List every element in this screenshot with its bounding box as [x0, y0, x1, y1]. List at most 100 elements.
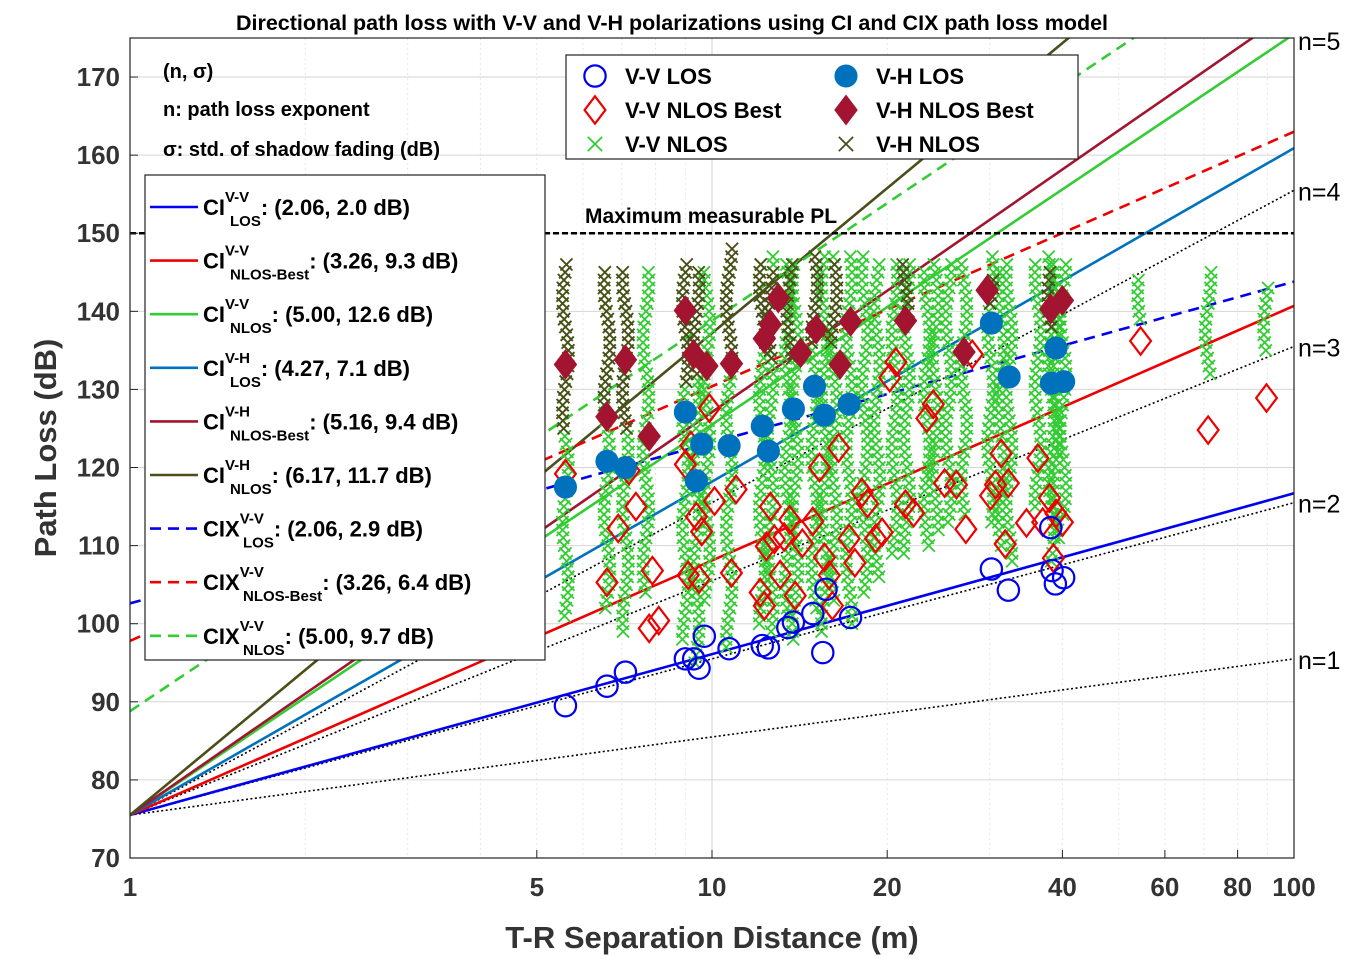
data-point — [1128, 325, 1153, 357]
data-point — [811, 640, 835, 665]
x-stroke — [620, 538, 634, 553]
data-point — [1131, 273, 1146, 287]
x-stroke — [983, 351, 998, 365]
data-point — [814, 577, 838, 602]
x-stroke — [1058, 351, 1072, 365]
x-stroke — [826, 249, 840, 264]
y-tick-label: 130 — [77, 374, 120, 404]
data-point — [691, 265, 706, 279]
x-stroke — [1004, 538, 1018, 553]
x-stroke — [844, 593, 858, 607]
data-point — [1039, 515, 1063, 540]
data-point — [927, 257, 941, 272]
data-point — [1059, 257, 1073, 272]
x-stroke — [789, 538, 803, 553]
data-point — [785, 257, 799, 272]
x-stroke — [869, 328, 884, 342]
x-stroke — [790, 546, 805, 561]
x-stroke — [699, 398, 713, 412]
legend-entry-label: CIV-H LOS: (4.27, 7.1 dB) — [203, 350, 410, 391]
x-stroke — [620, 429, 635, 443]
data-point — [1051, 565, 1076, 590]
data-point — [1041, 249, 1056, 264]
data-point — [702, 485, 727, 517]
x-stroke — [957, 390, 971, 404]
data-point — [717, 434, 741, 458]
data-point — [893, 305, 918, 337]
data-point — [954, 513, 978, 545]
x-stroke — [1131, 273, 1146, 287]
legend-marker-label: V-V NLOS Best — [625, 98, 782, 123]
x-stroke — [701, 296, 715, 311]
x-stroke — [617, 296, 632, 311]
x-stroke — [828, 265, 843, 279]
x-stroke — [1059, 257, 1073, 272]
x-stroke — [1000, 257, 1014, 272]
data-point — [1043, 572, 1068, 596]
data-point — [915, 402, 939, 434]
x-stroke — [619, 421, 634, 436]
x-stroke — [766, 265, 780, 279]
data-point — [954, 257, 969, 272]
x-stroke — [942, 343, 956, 358]
model-line — [130, 130, 1294, 643]
x-stroke — [857, 406, 871, 420]
max-measurable-label: Maximum measurable PL — [585, 205, 837, 228]
x-stroke — [1028, 257, 1042, 272]
x-stroke — [1204, 265, 1218, 279]
x-stroke — [958, 281, 972, 295]
data-point — [801, 601, 825, 626]
data-point — [616, 265, 630, 279]
data-point — [766, 265, 780, 279]
data-point — [944, 257, 959, 272]
x-stroke — [922, 538, 936, 553]
data-point — [989, 438, 1013, 469]
data-point — [697, 265, 711, 279]
x-stroke — [638, 359, 653, 373]
x-stroke — [944, 257, 959, 272]
legend-marker-label: V-V LOS — [625, 64, 712, 89]
data-point — [802, 374, 827, 398]
data-point — [850, 477, 874, 508]
x-stroke — [559, 257, 574, 272]
x-stroke — [619, 531, 633, 545]
data-point — [863, 523, 888, 555]
x-stroke — [724, 453, 739, 467]
data-point — [837, 392, 861, 416]
data-point — [985, 249, 1000, 264]
data-point — [595, 401, 619, 433]
legend-marker-sample — [583, 94, 607, 126]
data-point — [695, 350, 719, 382]
legend-marker-sample — [583, 64, 607, 88]
x-stroke — [587, 136, 603, 152]
x-stroke — [560, 445, 574, 459]
x-stroke — [1050, 515, 1064, 529]
data-point — [1044, 336, 1068, 360]
x-stroke — [958, 398, 973, 412]
x-stroke — [1055, 445, 1069, 459]
x-stroke — [872, 343, 886, 358]
x-stroke — [558, 429, 572, 443]
x-stroke — [941, 453, 956, 467]
data-point — [595, 674, 619, 698]
legend-marker-label: V-H NLOS — [876, 132, 980, 157]
x-stroke — [763, 343, 777, 358]
data-point — [838, 306, 863, 337]
x-stroke — [557, 312, 571, 326]
data-point — [1026, 442, 1050, 474]
data-point — [1043, 265, 1057, 279]
data-point — [553, 693, 578, 718]
data-point — [1196, 414, 1220, 446]
x-stroke — [1203, 367, 1217, 381]
data-point — [624, 491, 648, 523]
x-stroke — [1200, 351, 1215, 365]
x-tick-label: 5 — [530, 872, 544, 902]
x-stroke — [601, 312, 615, 326]
legend-entry-label: CIXV-V LOS: (2.06, 2.9 dB) — [203, 511, 423, 552]
x-stroke — [1057, 460, 1072, 475]
x-stroke — [558, 320, 573, 334]
data-point — [748, 577, 772, 608]
data-point — [687, 656, 711, 680]
data-point — [559, 257, 574, 272]
